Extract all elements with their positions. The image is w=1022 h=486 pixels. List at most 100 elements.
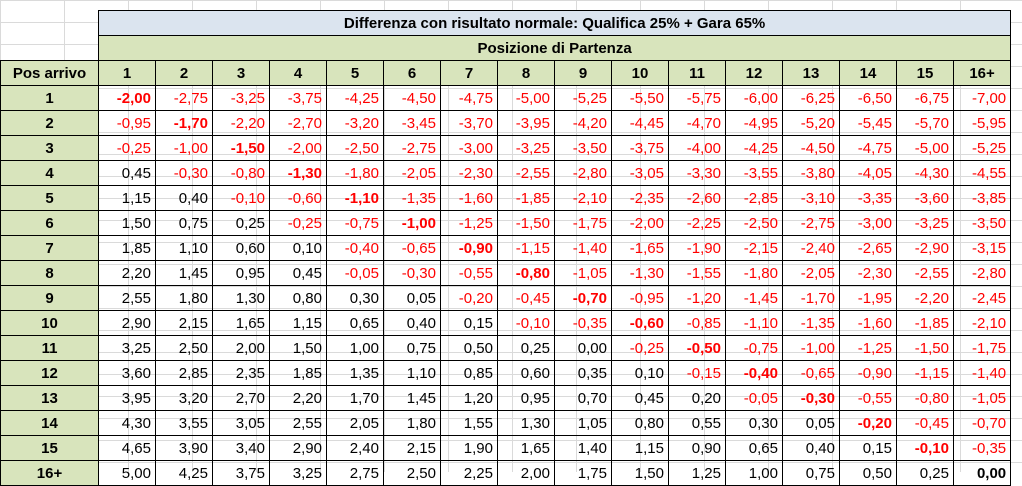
- table-cell[interactable]: 1,20: [440, 385, 498, 411]
- table-cell[interactable]: -1,05: [554, 260, 612, 286]
- table-cell[interactable]: 0,80: [611, 410, 669, 436]
- table-cell[interactable]: -2,80: [952, 260, 1012, 286]
- table-cell[interactable]: -1,50: [896, 335, 954, 361]
- table-cell[interactable]: -3,70: [440, 110, 498, 136]
- table-cell[interactable]: -2,15: [725, 235, 783, 261]
- table-cell[interactable]: 2,15: [383, 435, 441, 461]
- table-cell[interactable]: -2,40: [782, 235, 840, 261]
- table-cell[interactable]: -0,55: [440, 260, 498, 286]
- table-cell[interactable]: -2,00: [98, 85, 156, 111]
- table-cell[interactable]: -1,50: [497, 210, 555, 236]
- table-cell[interactable]: -4,00: [668, 135, 726, 161]
- blank-corner-cell[interactable]: [1, 11, 99, 36]
- table-cell[interactable]: -1,50: [212, 135, 270, 161]
- table-cell[interactable]: 0,40: [782, 435, 840, 461]
- table-cell[interactable]: 2,50: [383, 460, 441, 486]
- row-header[interactable]: 9: [0, 285, 99, 311]
- column-header-4[interactable]: 4: [269, 60, 327, 86]
- table-cell[interactable]: -0,90: [839, 360, 897, 386]
- table-cell[interactable]: 1,40: [554, 435, 612, 461]
- table-cell[interactable]: -0,10: [896, 435, 954, 461]
- table-cell[interactable]: -1,10: [725, 310, 783, 336]
- table-cell[interactable]: -5,25: [554, 85, 612, 111]
- corner-label[interactable]: Pos arrivo: [0, 60, 99, 86]
- table-cell[interactable]: 0,55: [668, 410, 726, 436]
- table-cell[interactable]: 2,05: [326, 410, 384, 436]
- table-cell[interactable]: -0,20: [440, 285, 498, 311]
- table-cell[interactable]: -5,75: [668, 85, 726, 111]
- table-cell[interactable]: -4,55: [952, 160, 1012, 186]
- column-header-7[interactable]: 7: [440, 60, 498, 86]
- table-cell[interactable]: -4,20: [554, 110, 612, 136]
- table-cell[interactable]: -4,75: [839, 135, 897, 161]
- table-cell[interactable]: -1,70: [782, 285, 840, 311]
- table-cell[interactable]: -3,35: [839, 185, 897, 211]
- table-cell[interactable]: -2,35: [611, 185, 669, 211]
- table-cell[interactable]: -0,70: [952, 410, 1012, 436]
- table-cell[interactable]: -2,45: [952, 285, 1012, 311]
- table-cell[interactable]: -1,00: [383, 210, 441, 236]
- table-cell[interactable]: 0,25: [212, 210, 270, 236]
- table-cell[interactable]: -3,15: [952, 235, 1012, 261]
- table-title[interactable]: Differenza con risultato normale: Qualif…: [97, 10, 1012, 36]
- table-cell[interactable]: 4,30: [98, 410, 156, 436]
- table-cell[interactable]: 3,25: [98, 335, 156, 361]
- column-header-10[interactable]: 10: [611, 60, 669, 86]
- column-header-12[interactable]: 12: [725, 60, 783, 86]
- table-cell[interactable]: 2,50: [155, 335, 213, 361]
- table-cell[interactable]: -0,30: [383, 260, 441, 286]
- table-cell[interactable]: 2,25: [440, 460, 498, 486]
- blank-corner-cell[interactable]: [1, 36, 99, 61]
- table-cell[interactable]: -4,45: [611, 110, 669, 136]
- table-cell[interactable]: 1,15: [269, 310, 327, 336]
- table-cell[interactable]: -2,60: [668, 185, 726, 211]
- row-header[interactable]: 8: [0, 260, 99, 286]
- table-subtitle[interactable]: Posizione di Partenza: [97, 35, 1012, 61]
- table-cell[interactable]: -1,85: [896, 310, 954, 336]
- table-cell[interactable]: 0,90: [668, 435, 726, 461]
- table-cell[interactable]: -1,10: [326, 185, 384, 211]
- table-cell[interactable]: 2,00: [212, 335, 270, 361]
- table-cell[interactable]: -2,55: [497, 160, 555, 186]
- table-cell[interactable]: 1,50: [269, 335, 327, 361]
- table-cell[interactable]: -3,10: [782, 185, 840, 211]
- table-cell[interactable]: -3,30: [668, 160, 726, 186]
- table-cell[interactable]: -1,25: [839, 335, 897, 361]
- table-cell[interactable]: -0,30: [155, 160, 213, 186]
- table-cell[interactable]: 0,95: [212, 260, 270, 286]
- table-cell[interactable]: -0,95: [611, 285, 669, 311]
- table-cell[interactable]: 0,75: [155, 210, 213, 236]
- table-cell[interactable]: 0,75: [782, 460, 840, 486]
- table-cell[interactable]: 1,10: [383, 360, 441, 386]
- table-cell[interactable]: -3,75: [611, 135, 669, 161]
- table-cell[interactable]: -2,75: [383, 135, 441, 161]
- table-cell[interactable]: 1,45: [155, 260, 213, 286]
- table-cell[interactable]: 0,25: [896, 460, 954, 486]
- table-cell[interactable]: -1,95: [839, 285, 897, 311]
- column-header-11[interactable]: 11: [668, 60, 726, 86]
- table-cell[interactable]: 1,10: [155, 235, 213, 261]
- table-cell[interactable]: -7,00: [952, 85, 1012, 111]
- table-cell[interactable]: 1,75: [554, 460, 612, 486]
- table-cell[interactable]: 3,55: [155, 410, 213, 436]
- table-cell[interactable]: -0,05: [326, 260, 384, 286]
- table-cell[interactable]: 0,60: [497, 360, 555, 386]
- table-cell[interactable]: 1,05: [554, 410, 612, 436]
- table-cell[interactable]: -5,00: [896, 135, 954, 161]
- table-cell[interactable]: -2,90: [896, 235, 954, 261]
- table-cell[interactable]: 0,45: [269, 260, 327, 286]
- table-cell[interactable]: -1,45: [725, 285, 783, 311]
- table-cell[interactable]: 0,60: [212, 235, 270, 261]
- table-cell[interactable]: -3,45: [383, 110, 441, 136]
- table-cell[interactable]: 1,50: [98, 210, 156, 236]
- table-cell[interactable]: 1,90: [440, 435, 498, 461]
- table-cell[interactable]: 1,30: [497, 410, 555, 436]
- table-cell[interactable]: -2,50: [326, 135, 384, 161]
- table-cell[interactable]: 2,55: [98, 285, 156, 311]
- table-cell[interactable]: -0,45: [497, 285, 555, 311]
- column-header-16plus[interactable]: 16+: [952, 60, 1012, 86]
- column-header-3[interactable]: 3: [212, 60, 270, 86]
- table-cell[interactable]: -2,25: [668, 210, 726, 236]
- table-cell[interactable]: 2,20: [269, 385, 327, 411]
- table-cell[interactable]: 0,35: [554, 360, 612, 386]
